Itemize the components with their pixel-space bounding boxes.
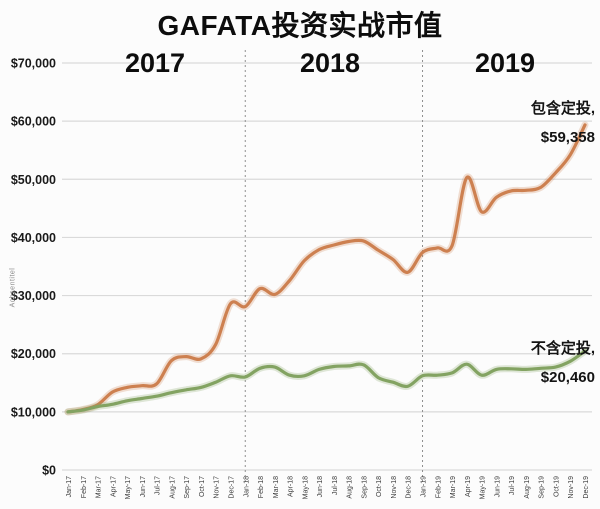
y-tick-label: $0 <box>42 464 56 478</box>
x-tick-label: Nov-17 <box>214 476 221 499</box>
x-tick-label: Jan-19 <box>421 476 428 498</box>
x-tick-label: Jul-19 <box>509 476 516 495</box>
y-tick-label: $70,000 <box>11 57 56 71</box>
y-tick-label: $20,000 <box>11 347 56 361</box>
annotation-without-dca-name: 不含定投, <box>530 340 595 357</box>
x-tick-label: Mar-18 <box>273 476 280 498</box>
x-tick-label: May-18 <box>302 476 309 499</box>
x-tick-label: Feb-19 <box>435 476 442 498</box>
x-tick-label: Jul-17 <box>155 476 162 495</box>
x-tick-label: Jul-18 <box>332 476 339 495</box>
y-tick-label: $40,000 <box>11 231 56 245</box>
x-tick-label: Apr-17 <box>110 476 117 497</box>
y-tick-label: $50,000 <box>11 173 56 187</box>
x-tick-label: Mar-19 <box>450 476 457 498</box>
x-tick-label: Nov-19 <box>568 476 575 499</box>
x-tick-label: Aug-18 <box>347 476 354 499</box>
x-tick-label: Dec-18 <box>406 476 413 499</box>
x-tick-label: May-17 <box>125 476 132 499</box>
y-axis-title: Achsentitel <box>9 267 17 308</box>
annotation-with-dca-value: $59,358 <box>540 129 595 146</box>
year-label-2019: 2019 <box>474 48 536 78</box>
series-line-without-dca-halo <box>64 347 589 416</box>
x-tick-label: Oct-17 <box>199 476 206 497</box>
year-label-2018: 2018 <box>299 48 361 78</box>
x-tick-label: Aug-17 <box>169 476 176 499</box>
x-tick-label: Oct-19 <box>553 476 560 497</box>
x-tick-label: Dec-17 <box>228 476 235 499</box>
x-tick-label: Oct-18 <box>376 476 383 497</box>
annotation-with-dca: 包含定投, $59,358 <box>531 94 595 152</box>
y-tick-label: $60,000 <box>11 115 56 129</box>
y-tick-label: $10,000 <box>11 405 56 419</box>
x-tick-label: Jan-17 <box>66 476 73 498</box>
x-tick-label: May-19 <box>480 476 487 499</box>
x-tick-label: Sep-18 <box>361 476 368 499</box>
x-tick-label: Aug-19 <box>524 476 531 499</box>
annotation-without-dca-value: $20,460 <box>540 369 595 386</box>
x-tick-label: Jun-17 <box>140 476 147 498</box>
annotation-with-dca-name: 包含定投, <box>530 100 595 117</box>
x-tick-label: Feb-18 <box>258 476 265 498</box>
x-tick-label: Feb-17 <box>81 476 88 498</box>
x-tick-label: Sep-17 <box>184 476 191 499</box>
x-tick-label: Jun-18 <box>317 476 324 498</box>
series-line-without-dca <box>66 349 587 414</box>
annotation-without-dca: 不含定投, $20,460 <box>531 334 595 392</box>
x-tick-label: Dec-19 <box>583 476 590 499</box>
x-tick-label: Jan-18 <box>243 476 250 498</box>
x-tick-label: Nov-18 <box>391 476 398 499</box>
x-tick-label: Jun-19 <box>494 476 501 498</box>
x-tick-label: Apr-18 <box>288 476 295 497</box>
x-tick-label: Mar-17 <box>96 476 103 498</box>
x-tick-label: Sep-19 <box>539 476 546 499</box>
year-label-2017: 2017 <box>124 48 186 78</box>
chart-title: GAFATA投资实战市值 <box>157 10 443 41</box>
y-tick-label: $30,000 <box>11 289 56 303</box>
x-tick-label: Apr-19 <box>465 476 472 497</box>
series-line-with-dca <box>66 123 587 414</box>
